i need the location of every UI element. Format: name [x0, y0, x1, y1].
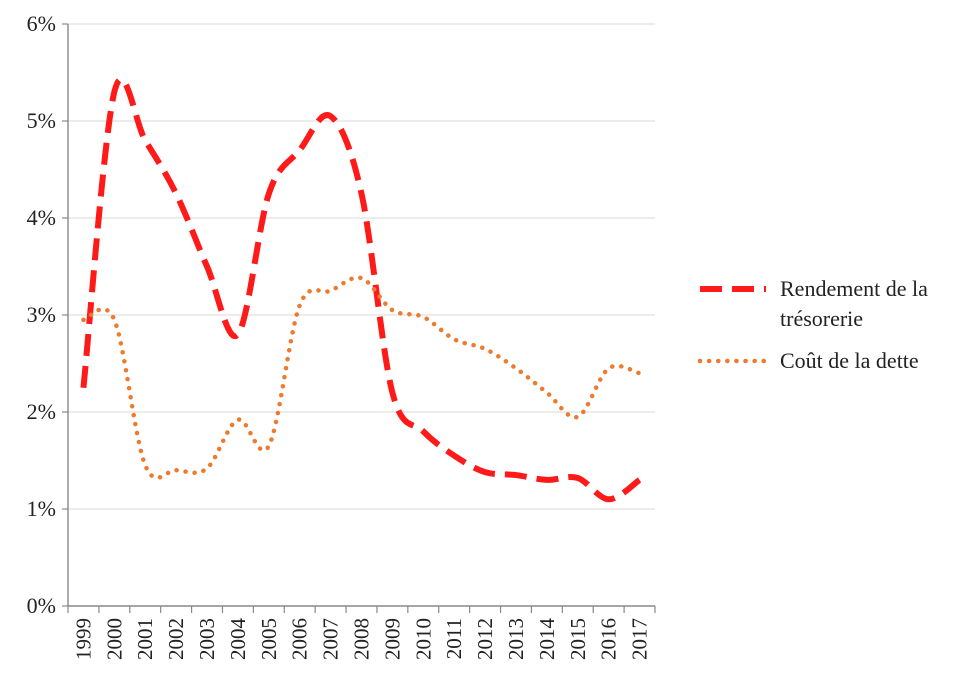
x-tick-label: 2015	[566, 618, 590, 660]
y-tick-label: 1%	[27, 496, 56, 521]
x-tick-label: 2003	[195, 618, 219, 660]
x-tick-label: 2005	[257, 618, 281, 660]
x-tick-label: 2009	[380, 618, 404, 660]
legend: Rendement de la trésorerie Coût de la dett…	[697, 276, 928, 373]
y-tick-label: 0%	[27, 593, 56, 618]
gridlines	[68, 23, 655, 510]
x-tick-label: 2013	[504, 618, 528, 660]
x-tick-label: 2000	[102, 618, 126, 660]
x-tick-label: 2007	[319, 618, 343, 660]
x-tick-label: 2010	[411, 618, 435, 660]
x-tick-label: 2012	[473, 618, 497, 660]
legend-label-2: Coût de la dette	[780, 348, 919, 373]
x-tick-label: 2004	[226, 618, 250, 661]
x-tick-label: 2011	[442, 618, 466, 659]
x-tick-label: 2008	[350, 618, 374, 660]
legend-label-1: Rendement de la	[780, 276, 928, 301]
y-tick-label: 5%	[27, 108, 56, 133]
x-tick-label: 2016	[597, 618, 621, 660]
y-tick-label: 2%	[27, 399, 56, 424]
x-axis-ticks: 1999 2000 2001 2002 2003 2004 2005 2006 2007 2008…	[71, 618, 651, 661]
y-axis-ticks: 0% 1% 2% 3% 4% 5% 6%	[27, 11, 56, 618]
x-tick-label: 2017	[628, 618, 652, 660]
series-line-1	[80, 76, 642, 503]
x-tick-label: 1999	[71, 618, 95, 660]
axes	[62, 23, 656, 613]
series-lines	[80, 76, 642, 503]
y-tick-label: 6%	[27, 11, 56, 36]
x-tick-label: 2001	[133, 618, 157, 660]
y-tick-label: 4%	[27, 205, 56, 230]
x-tick-label: 2014	[535, 618, 559, 661]
x-tick-label: 2006	[288, 618, 312, 660]
legend-label-1: trésorerie	[780, 306, 863, 331]
x-tick-label: 2002	[164, 618, 188, 660]
series-line-2	[81, 275, 642, 480]
y-tick-label: 3%	[27, 302, 56, 327]
